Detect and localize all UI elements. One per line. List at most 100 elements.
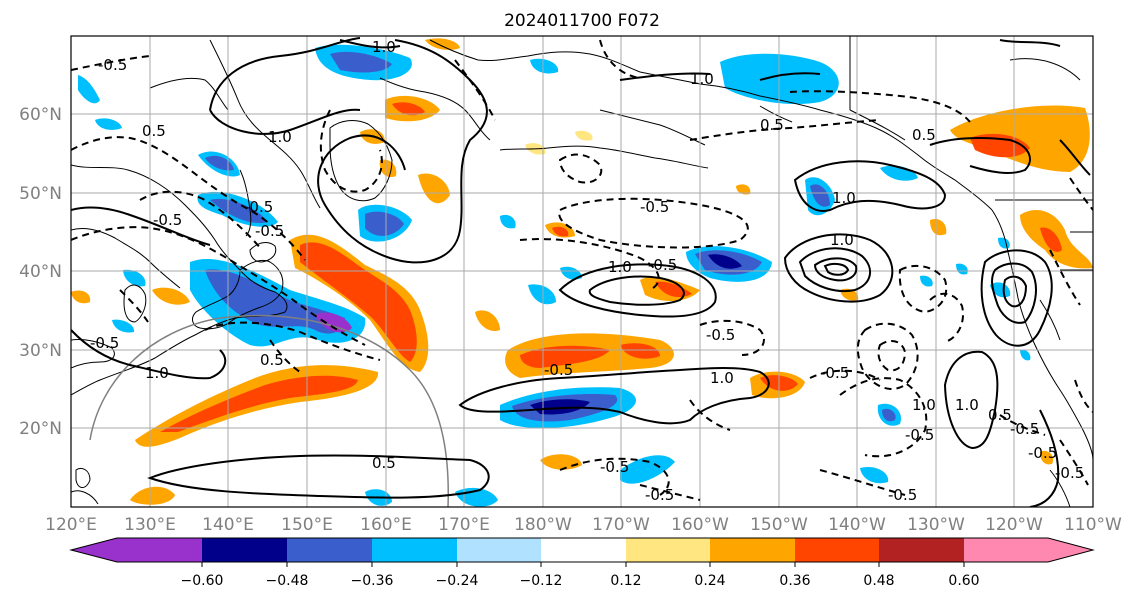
contour-line [898, 264, 948, 314]
positive-anomaly-area [152, 287, 190, 305]
colorbar-tick-label: 0.60 [948, 573, 979, 589]
alaska-coastline [639, 71, 993, 211]
colorbar-tick-label: 0.12 [610, 573, 641, 589]
contour-line [339, 39, 401, 49]
contour-line [1069, 177, 1093, 211]
positive-anomaly-area [425, 38, 460, 50]
colorbar-segment [202, 538, 287, 562]
negative-anomaly-area [112, 319, 135, 333]
negative-anomaly-area [123, 269, 146, 287]
contour-line [71, 329, 227, 380]
colorbar-segment [964, 538, 1093, 562]
korea-coastline [123, 284, 147, 323]
contour-label: 0.5 [142, 122, 166, 140]
lon-label: 180°W [514, 515, 572, 535]
contour-line [147, 454, 490, 499]
contour-label: 0.5 [760, 116, 784, 134]
contour-line [119, 289, 149, 323]
negative-anomaly-area [956, 263, 968, 275]
contour-line [783, 233, 894, 303]
contour-label: -0.5 [98, 56, 127, 74]
contour-line [759, 72, 821, 81]
negative-anomaly-area [365, 211, 404, 236]
negative-anomaly-area [205, 155, 234, 171]
colorbar-segment [710, 538, 795, 562]
negative-anomaly-area [95, 118, 122, 130]
boundary-line [1009, 58, 1081, 81]
dashed-contours [71, 39, 1093, 501]
contour-line [519, 238, 660, 291]
contour-label: -0.5 [1055, 464, 1084, 482]
contour-label: 1.0 [832, 189, 856, 207]
contour-line [839, 377, 928, 458]
colorbar-tick-label: −0.12 [520, 573, 563, 589]
solid-contours [71, 37, 1091, 507]
japan-coastline [249, 242, 277, 263]
boundary-line [849, 109, 906, 141]
colorbar-tick-label: −0.36 [351, 573, 394, 589]
colorbar-segment [71, 538, 202, 562]
negative-anomaly-area [205, 269, 345, 334]
contour-label: 1.0 [145, 364, 169, 382]
baja-coastline [1049, 469, 1071, 507]
colorbar-segment [626, 538, 710, 562]
map-frame [70, 35, 1094, 508]
contour-line [599, 39, 641, 79]
lon-label: 130°W [907, 515, 965, 535]
negative-anomaly-area [315, 312, 352, 333]
negative-anomaly-area [528, 284, 556, 305]
contour-label: 0.5 [988, 406, 1012, 424]
lon-label: 110°W [1064, 515, 1122, 535]
negative-anomaly-area [560, 266, 582, 280]
positive-anomaly-area [970, 133, 1030, 158]
lon-label: 140°E [202, 515, 254, 535]
lon-labels: 120°E 130°E 140°E 150°E 160°E 170°E 180°… [45, 515, 1122, 535]
aleutian-coastline [499, 145, 709, 169]
contour-label: -0.5 [153, 211, 182, 229]
colorbar-segment [795, 538, 879, 562]
contour-line [204, 321, 381, 361]
contour-line [1002, 275, 1028, 308]
positive-anomaly-area [130, 486, 175, 505]
contour-label: -0.5 [1028, 444, 1057, 462]
contour-line [999, 39, 1061, 47]
contour-line [793, 160, 947, 212]
contour-line [458, 367, 770, 425]
positive-anomaly-area [418, 173, 450, 204]
negative-anomaly-area [78, 75, 100, 104]
contour-line [71, 55, 151, 71]
colorbar-outline [69, 537, 1095, 563]
contour-label: -0.5 [905, 426, 934, 444]
positive-anomaly-area [392, 102, 425, 116]
colorbar-ticks [201, 562, 965, 567]
positive-anomaly-area [160, 375, 358, 432]
philippines-coastline [71, 490, 99, 505]
sakhalin-coastline [239, 169, 252, 237]
colorbar-tick-label: −0.48 [266, 573, 309, 589]
contour-line [809, 369, 881, 381]
contour-line [980, 249, 1053, 347]
contour-line [209, 37, 361, 111]
china-coastline [71, 339, 115, 369]
positive-anomaly-area [930, 218, 947, 236]
contour-label: 1.0 [268, 128, 292, 146]
lat-label: 40°N [19, 262, 62, 282]
contour-line [317, 39, 488, 264]
contour-line [1029, 409, 1060, 507]
lat-label: 30°N [19, 341, 62, 361]
lon-label: 160°E [360, 515, 412, 535]
taiwan-coastline [75, 467, 91, 488]
colorbar-tick-label: 0.24 [694, 573, 725, 589]
lat-label: 50°N [19, 184, 62, 204]
contour-line [639, 484, 701, 501]
contour-label: -0.5 [90, 334, 119, 352]
colorbar-segment [457, 538, 541, 562]
contour-line [588, 275, 685, 306]
contour-line [877, 339, 907, 372]
colorbar-tick-label: 0.36 [779, 573, 810, 589]
contour-line [798, 247, 871, 292]
negative-anomaly-area [530, 399, 590, 415]
colorbar-segment [372, 538, 457, 562]
contour-label: -0.5 [645, 486, 674, 504]
